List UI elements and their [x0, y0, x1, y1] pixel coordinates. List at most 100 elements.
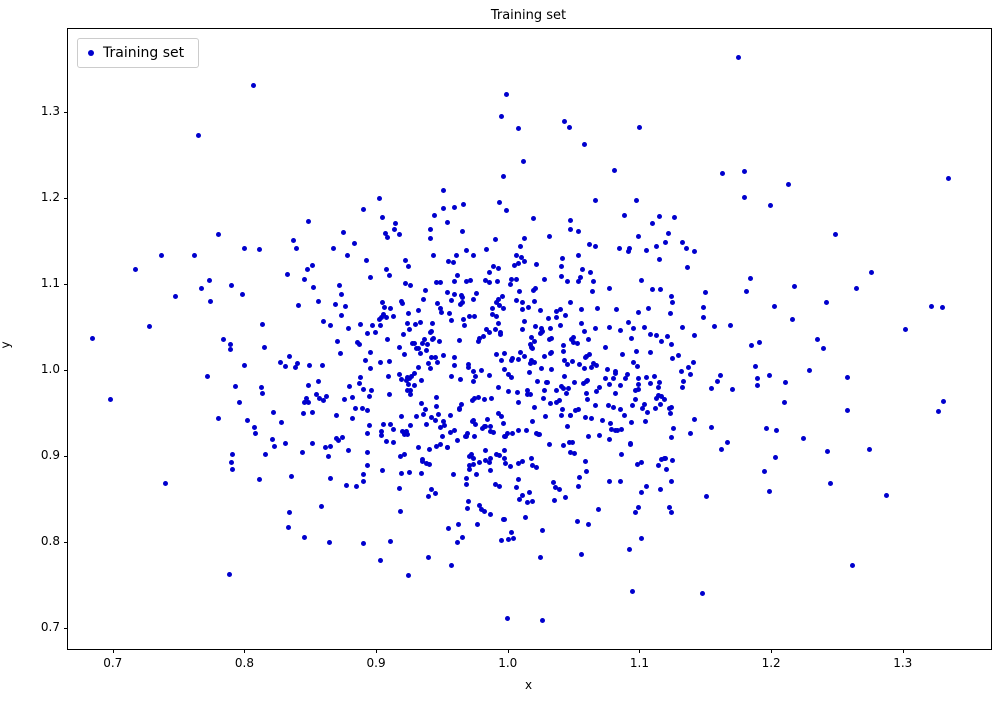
data-point [431, 212, 437, 218]
data-point [670, 299, 676, 305]
data-point [664, 334, 670, 340]
data-point [455, 539, 461, 545]
data-point [476, 460, 482, 466]
data-point [461, 201, 467, 207]
data-point [576, 253, 582, 259]
data-point [577, 474, 583, 480]
data-point [690, 360, 696, 366]
data-point [501, 173, 507, 179]
data-point [559, 273, 565, 279]
data-point [587, 242, 592, 248]
x-tick-label: 0.8 [234, 656, 254, 670]
data-point [754, 375, 760, 381]
data-point [497, 303, 503, 309]
data-point [233, 383, 239, 389]
data-point [229, 467, 235, 473]
data-point [644, 410, 650, 416]
data-point [363, 357, 369, 363]
data-point [191, 252, 197, 258]
data-point [412, 371, 418, 377]
y-tick-label: 1.1 [40, 275, 60, 290]
data-point [506, 537, 512, 543]
data-point [425, 493, 431, 499]
data-point [428, 227, 434, 233]
data-point [628, 335, 634, 341]
data-point [730, 386, 736, 392]
data-point [631, 359, 637, 365]
data-point [516, 428, 522, 434]
data-point [405, 321, 411, 327]
data-point [510, 535, 516, 541]
data-point [388, 422, 393, 428]
data-point [425, 361, 431, 367]
data-point [494, 314, 500, 320]
data-point [379, 299, 385, 305]
data-point [509, 276, 515, 282]
data-point [331, 246, 337, 252]
data-point [567, 125, 573, 131]
data-point [259, 385, 265, 391]
data-point [639, 277, 645, 283]
data-point [659, 394, 665, 400]
data-point [460, 535, 466, 541]
data-point [147, 324, 153, 330]
data-point [353, 405, 359, 411]
data-point [496, 453, 502, 459]
data-point [569, 439, 575, 445]
data-point [502, 447, 508, 453]
data-point [814, 337, 820, 343]
data-point [590, 360, 596, 366]
data-point [527, 392, 533, 398]
data-point [423, 288, 429, 294]
data-point [866, 447, 872, 453]
data-point [301, 534, 307, 540]
data-point [528, 456, 534, 462]
data-point [524, 387, 530, 393]
y-axis-label: y [0, 341, 13, 348]
data-point [585, 336, 591, 342]
data-point [368, 350, 374, 356]
data-point [377, 558, 383, 564]
data-point [547, 234, 553, 240]
data-point [542, 387, 548, 393]
data-point [496, 410, 502, 416]
data-point [302, 399, 308, 405]
data-point [418, 350, 424, 356]
data-point [643, 374, 649, 380]
data-point [586, 434, 592, 440]
data-point [341, 229, 347, 235]
data-point [360, 207, 366, 213]
data-point [405, 382, 411, 388]
data-point [607, 324, 613, 330]
data-point [376, 317, 382, 323]
data-point [349, 416, 355, 422]
data-point [385, 234, 391, 240]
data-point [465, 361, 471, 367]
data-point [419, 400, 425, 406]
chart-title: Training set [490, 8, 567, 23]
data-point [399, 428, 405, 434]
data-point [503, 434, 509, 440]
data-point [821, 345, 827, 351]
data-point [680, 379, 686, 385]
data-point [366, 422, 372, 428]
data-point [435, 359, 441, 365]
data-point [195, 133, 201, 139]
data-point [606, 436, 612, 442]
data-point [326, 540, 332, 546]
data-point [633, 197, 639, 203]
data-point [717, 373, 723, 379]
data-point [679, 325, 685, 331]
data-point [582, 355, 588, 361]
data-point [543, 413, 549, 419]
data-point [323, 393, 329, 399]
data-point [528, 358, 534, 364]
data-point [711, 323, 717, 329]
data-point [406, 310, 412, 316]
data-point [306, 362, 312, 368]
data-point [742, 168, 748, 174]
data-point [356, 341, 362, 347]
data-point [844, 407, 850, 413]
data-point [703, 290, 709, 296]
